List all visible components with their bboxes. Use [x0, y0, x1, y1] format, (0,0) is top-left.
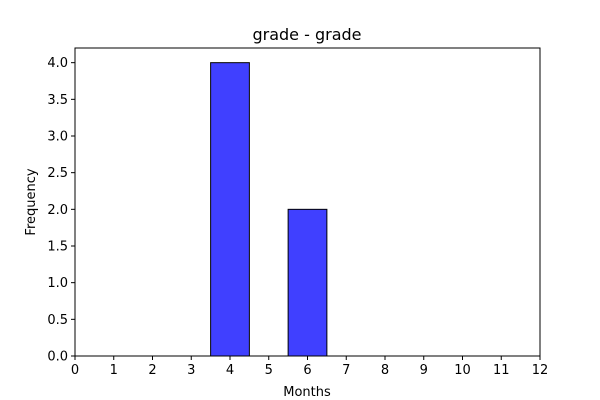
y-tick-label: 4.0: [47, 56, 68, 71]
x-tick-label: 6: [303, 363, 311, 378]
y-tick-label: 2.0: [47, 203, 68, 218]
x-axis-ticks: 0 1 2 3 4 5 6 7 8 9 10 11 12: [71, 356, 548, 378]
axes-frame: [74, 47, 541, 357]
x-tick-label: 5: [265, 363, 273, 378]
y-tick-label: 3.5: [47, 93, 68, 108]
histogram-bar: [287, 208, 328, 357]
histogram-bar: [210, 62, 250, 357]
x-tick-label: 2: [148, 363, 156, 378]
y-tick-label: 0.5: [47, 313, 68, 328]
x-tick-label: 11: [493, 363, 510, 378]
y-tick-label: 1.0: [47, 276, 68, 291]
x-tick-label: 8: [381, 363, 389, 378]
x-tick-label: 7: [342, 363, 350, 378]
y-tick-label: 0.0: [47, 350, 68, 365]
x-tick-label: 10: [454, 363, 471, 378]
x-tick-label: 1: [110, 363, 118, 378]
x-tick-label: 12: [532, 363, 549, 378]
y-tick-label: 1.5: [47, 240, 68, 255]
x-tick-label: 0: [71, 363, 79, 378]
y-axis-label: Frequency: [24, 168, 39, 235]
y-axis-ticks: 0.0 0.5 1.0 1.5 2.0 2.5 3.0 3.5 4.0: [47, 56, 75, 365]
y-tick-label: 2.5: [47, 166, 68, 181]
chart-title: grade - grade: [252, 25, 361, 44]
x-tick-label: 4: [226, 363, 234, 378]
x-axis-label: Months: [283, 385, 331, 400]
x-tick-label: 9: [420, 363, 428, 378]
y-tick-label: 3.0: [47, 130, 68, 145]
x-tick-label: 3: [187, 363, 195, 378]
bars: [210, 62, 328, 357]
